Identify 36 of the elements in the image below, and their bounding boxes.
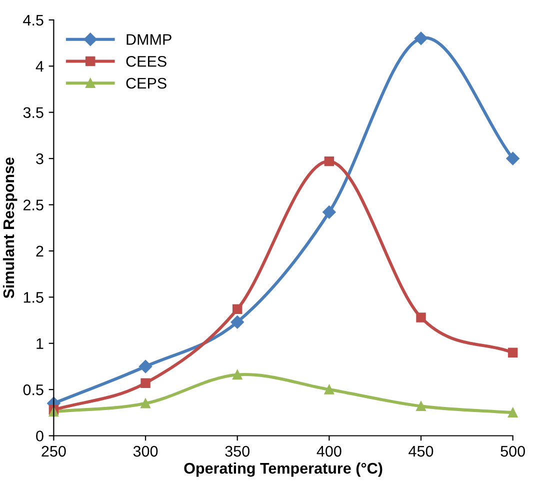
point [138,360,152,374]
point [508,408,518,418]
point [322,206,336,219]
point [508,348,518,358]
y-tick-label: 4.5 [23,14,44,26]
y-tick-label: 0.5 [23,384,44,396]
x-tick-label: 300 [133,446,158,457]
x-tick-label: 450 [408,446,434,457]
y-tick-label: 0 [36,430,44,442]
point [230,316,244,329]
point [232,304,242,314]
x-tick-label: 350 [225,446,250,457]
y-tick-label: 2.5 [24,200,44,210]
point [232,370,242,380]
y-tick-label: 2 [36,246,44,256]
point [506,152,520,166]
y-tick-label: 4 [36,61,44,72]
x-tick-label: 250 [42,446,66,457]
y-tick-label: 1 [36,338,44,349]
point [416,312,426,322]
point [324,156,334,166]
legend-label: CEES [126,56,166,67]
y-tick-label: 1.5 [24,292,44,303]
legend-label: CEPS [126,78,166,89]
x-axis-title: Operating Temperature (°C) [184,462,382,477]
point [414,32,428,45]
y-axis-title: Simulant Response [2,157,18,298]
x-tick-label: 400 [316,446,342,457]
point [140,378,150,388]
point [324,384,334,394]
y-tick-label: 3 [36,153,44,164]
point [140,398,150,408]
y-tick-label: 3.5 [23,107,44,118]
legend-label: DMMP [126,34,172,45]
point [416,401,426,412]
x-tick-label: 500 [500,446,525,457]
